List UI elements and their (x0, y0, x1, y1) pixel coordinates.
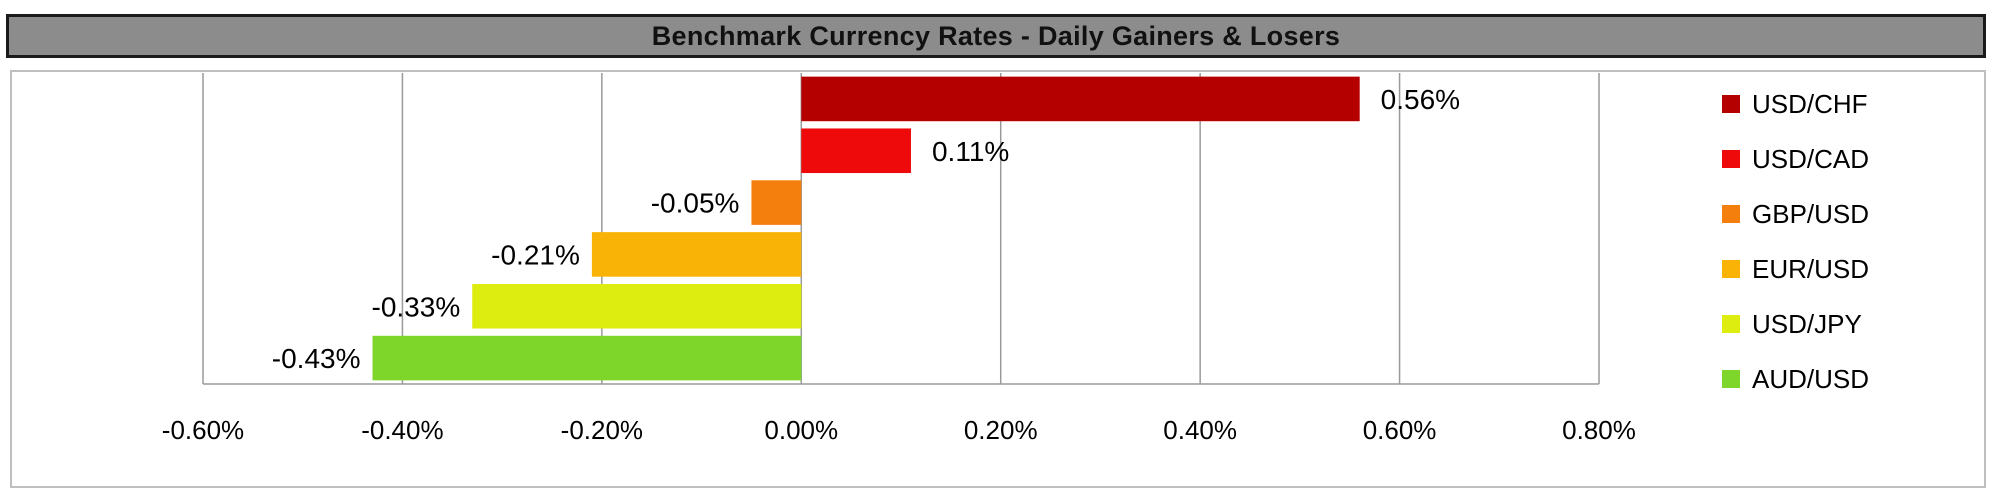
legend-swatch-usd-jpy (1722, 315, 1740, 333)
x-tick-label-7: 0.80% (1562, 415, 1636, 445)
chart-title-bar: Benchmark Currency Rates - Daily Gainers… (6, 14, 1986, 58)
x-tick-label-2: -0.20% (561, 415, 643, 445)
legend-label-eur-usd: EUR/USD (1752, 254, 1869, 284)
bar-usd-jpy (472, 283, 802, 329)
legend-swatch-gbp-usd (1722, 205, 1740, 223)
bar-eur-usd (591, 232, 802, 277)
chart-area (10, 70, 1986, 488)
x-tick-label-1: -0.40% (361, 415, 443, 445)
legend-swatch-usd-chf (1722, 95, 1740, 113)
legend-swatch-usd-cad (1722, 150, 1740, 168)
legend-label-usd-chf: USD/CHF (1752, 89, 1868, 119)
bar-gbp-usd (751, 180, 802, 225)
legend-label-gbp-usd: GBP/USD (1752, 199, 1869, 229)
legend-label-aud-usd: AUD/USD (1752, 364, 1869, 394)
data-label-usd-cad: 0.11% (932, 136, 1009, 167)
x-tick-label-6: 0.60% (1363, 415, 1437, 445)
bar-usd-chf (801, 76, 1360, 122)
legend-label-usd-jpy: USD/JPY (1752, 309, 1862, 339)
chart-title: Benchmark Currency Rates - Daily Gainers… (651, 20, 1341, 51)
data-label-eur-usd: -0.21% (491, 239, 580, 270)
data-label-usd-chf: 0.56% (1381, 84, 1460, 115)
bar-aud-usd (372, 335, 802, 381)
x-tick-label-5: 0.40% (1163, 415, 1237, 445)
x-tick-label-3: 0.00% (764, 415, 838, 445)
legend-swatch-aud-usd (1722, 370, 1740, 388)
x-tick-label-4: 0.20% (964, 415, 1038, 445)
data-label-usd-jpy: -0.33% (372, 291, 461, 322)
legend-label-usd-cad: USD/CAD (1752, 144, 1869, 174)
legend-swatch-eur-usd (1722, 260, 1740, 278)
data-label-aud-usd: -0.43% (272, 343, 361, 374)
bar-usd-cad (801, 128, 911, 174)
x-tick-label-0: -0.60% (162, 415, 244, 445)
data-label-gbp-usd: -0.05% (651, 188, 740, 219)
